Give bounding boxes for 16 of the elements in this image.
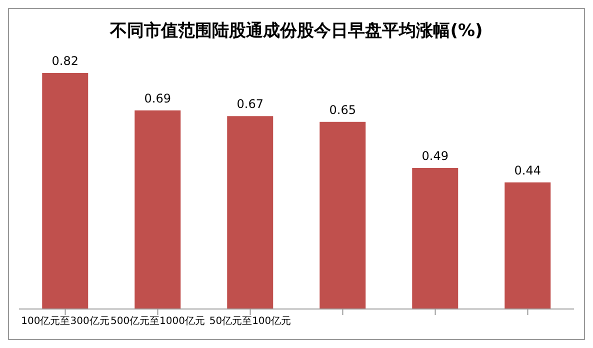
data-label: 0.44 <box>514 163 541 178</box>
bar <box>412 168 458 309</box>
bar <box>320 122 366 309</box>
data-label: 0.67 <box>236 97 264 112</box>
data-label: 0.65 <box>329 102 356 117</box>
chart-title: 不同市值范围陆股通成份股今日早盘平均涨幅(%) <box>108 20 484 43</box>
bar <box>42 73 88 309</box>
bar <box>134 110 181 309</box>
bar <box>504 182 551 309</box>
data-label: 0.69 <box>144 91 171 106</box>
data-label: 0.49 <box>422 148 448 163</box>
x-tick-label: 100亿元至300亿元 <box>21 316 110 328</box>
x-tick-label: 500亿元至1000亿元 <box>110 316 206 328</box>
x-tick-label: 50亿元至100亿元 <box>209 316 292 328</box>
data-label: 0.82 <box>52 54 78 68</box>
bar <box>227 116 274 309</box>
